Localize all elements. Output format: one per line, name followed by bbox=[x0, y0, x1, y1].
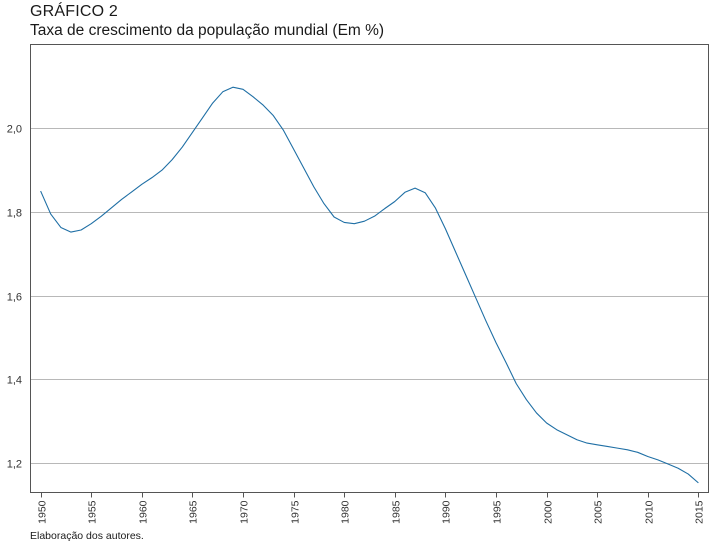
figure-label: GRÁFICO 2 bbox=[30, 3, 119, 20]
x-tick-label: 1990 bbox=[441, 500, 453, 524]
source-note: Elaboração dos autores. bbox=[30, 530, 144, 542]
x-axis: 1950 1955 1960 1965 1970 1975 1980 1985 1990 1995… bbox=[37, 492, 706, 524]
chart-title: Taxa de crescimento da população mundial… bbox=[30, 22, 385, 39]
y-axis: 1,2 1,4 1,6 1,8 2,0 bbox=[7, 124, 22, 471]
plot-frame bbox=[30, 44, 709, 493]
x-tick-label: 1975 bbox=[290, 500, 302, 524]
y-tick-label: 2,0 bbox=[7, 124, 22, 136]
x-tick-label: 1955 bbox=[87, 500, 99, 524]
x-tick-label: 1950 bbox=[37, 500, 49, 524]
x-tick-label: 1960 bbox=[138, 500, 150, 524]
x-tick-label: 2015 bbox=[694, 500, 706, 524]
series-layer bbox=[40, 86, 699, 484]
x-tick-label: 1970 bbox=[239, 500, 251, 524]
x-tick-label: 2010 bbox=[644, 500, 656, 524]
x-tick-label: 1985 bbox=[391, 500, 403, 524]
y-tick-label: 1,4 bbox=[7, 375, 22, 387]
y-tick-label: 1,6 bbox=[7, 292, 22, 304]
grid-lines bbox=[30, 128, 709, 464]
x-tick-label: 2000 bbox=[543, 500, 555, 524]
x-tick-label: 1995 bbox=[492, 500, 504, 524]
x-tick-label: 1965 bbox=[188, 500, 200, 524]
x-tick-label: 1980 bbox=[340, 500, 352, 524]
x-tick-label: 2005 bbox=[593, 500, 605, 524]
series-line bbox=[40, 86, 699, 484]
y-tick-label: 1,8 bbox=[7, 208, 22, 220]
y-tick-label: 1,2 bbox=[7, 459, 22, 471]
